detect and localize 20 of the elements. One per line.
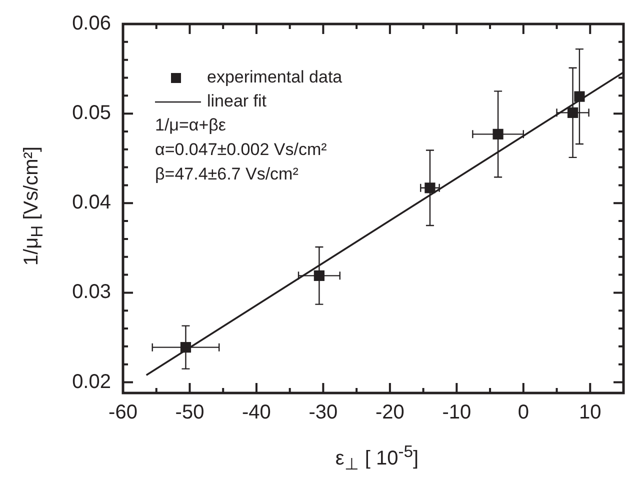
x-tick-label: -30 (308, 402, 338, 424)
annotation: 1/μ=α+βε (155, 116, 226, 135)
x-tick-label: 0 (518, 402, 529, 424)
x-tick-label: 10 (579, 402, 602, 424)
x-tick-label: -40 (242, 402, 271, 424)
point (574, 91, 585, 102)
y-tick-label: 0.02 (72, 370, 111, 393)
y-tick-label: 0.05 (72, 102, 111, 124)
x-tick-label: -50 (175, 402, 204, 424)
legend-label: experimental data (207, 68, 343, 87)
legend-label: linear fit (207, 92, 267, 111)
x-tick-label: -10 (442, 402, 472, 424)
x-tick-label: -20 (375, 402, 404, 424)
x-axis-title: ε$_{⊥}$ [ 10$^{-5}$] (334, 442, 420, 475)
y-tick-label: 0.03 (72, 281, 111, 304)
y-tick-label: 0.06 (72, 12, 111, 35)
y-tick-label: 0.04 (72, 192, 111, 214)
x-tick-label: -60 (108, 402, 138, 424)
annotation: α=0.047±0.002 Vs/cm² (155, 140, 328, 160)
annotation: β=47.4±6.7 Vs/cm² (155, 164, 299, 184)
